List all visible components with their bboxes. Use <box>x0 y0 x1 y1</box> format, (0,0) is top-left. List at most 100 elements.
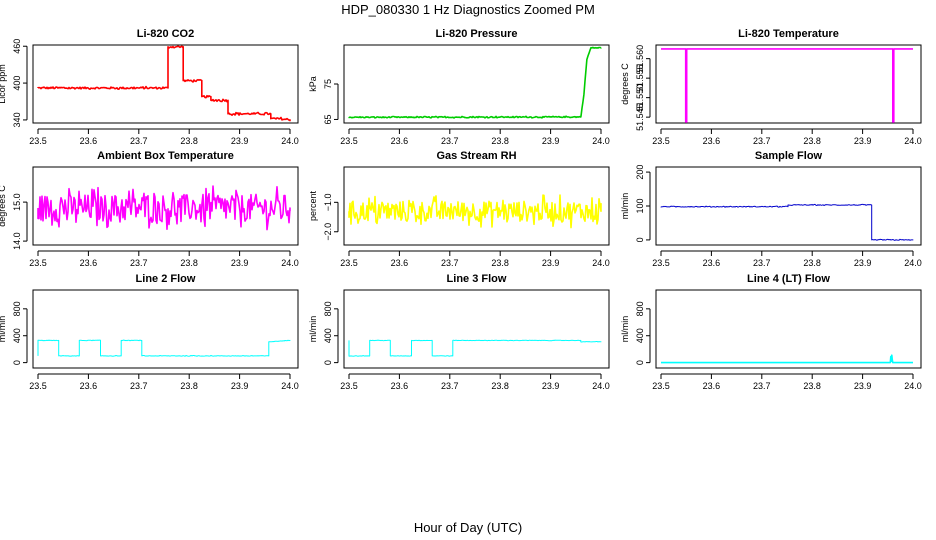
x-tick-label: 23.9 <box>542 136 560 146</box>
panel-title-6: Sample Flow <box>755 150 823 162</box>
x-tick-label: 23.9 <box>231 258 249 268</box>
x-tick-label: 23.8 <box>491 136 509 146</box>
x-tick-label: 23.7 <box>753 381 771 391</box>
x-tick-label: 23.9 <box>231 381 249 391</box>
panel-title-3: Li-820 Temperature <box>738 28 839 40</box>
chart-panel-2: Li-820 Pressure 23.5 23.6 23.7 23.8 23.9 24.0 6… <box>308 28 610 146</box>
panel-title-5: Gas Stream RH <box>436 150 516 162</box>
y-axis-label-6: ml/min <box>620 193 630 220</box>
x-tick-label: 24.0 <box>281 258 299 268</box>
x-tick-label: 23.9 <box>854 258 872 268</box>
x-tick-label: 23.8 <box>180 381 198 391</box>
panel-frame-5 <box>343 166 610 246</box>
figure-title: HDP_080330 1 Hz Diagnostics Zoomed PM <box>341 2 595 17</box>
x-tick-label: 23.7 <box>130 381 148 391</box>
y-tick-label: 400 <box>12 76 22 91</box>
y-tick-label: 51.545 <box>635 103 645 131</box>
series-line-5-1 <box>348 194 602 229</box>
x-tick-label: 23.6 <box>80 258 98 268</box>
y-tick-label: −1.0 <box>323 193 333 211</box>
series-line-6-1 <box>660 203 914 241</box>
y-tick-label: 51.560 <box>635 45 645 73</box>
x-tick-label: 23.6 <box>703 258 721 268</box>
x-tick-label: 23.6 <box>703 136 721 146</box>
y-tick-label: 0 <box>12 360 22 365</box>
y-tick-label: 15.0 <box>12 193 22 211</box>
x-tick-label: 24.0 <box>904 258 922 268</box>
series-line-7-1 <box>37 339 291 357</box>
x-tick-label: 23.7 <box>441 258 459 268</box>
x-tick-label: 23.9 <box>542 258 560 268</box>
series-line-4-1 <box>37 185 291 231</box>
chart-panel-8: Line 3 Flow 23.5 23.6 23.7 23.8 23.9 24.0 0 400 8… <box>308 273 610 391</box>
x-tick-label: 24.0 <box>904 381 922 391</box>
x-tick-label: 23.5 <box>652 258 670 268</box>
x-tick-label: 24.0 <box>592 381 610 391</box>
chart-panel-3: Li-820 Temperature 23.5 23.6 23.7 23.8 23.9 24… <box>620 28 922 146</box>
series-line-2-1 <box>348 46 602 119</box>
x-tick-label: 23.8 <box>491 258 509 268</box>
y-tick-label: 100 <box>635 198 645 213</box>
x-tick-label: 23.9 <box>231 136 249 146</box>
y-tick-label: 0 <box>323 360 333 365</box>
figure-xlabel: Hour of Day (UTC) <box>414 520 522 535</box>
y-tick-label: 51.555 <box>635 64 645 92</box>
x-tick-label: 23.5 <box>29 136 47 146</box>
x-tick-label: 23.8 <box>180 258 198 268</box>
chart-panel-5: Gas Stream RH 23.5 23.6 23.7 23.8 23.9 24.0 −2.… <box>308 150 610 268</box>
panel-title-7: Line 2 Flow <box>136 273 196 285</box>
x-tick-label: 23.6 <box>703 381 721 391</box>
x-tick-label: 23.7 <box>441 136 459 146</box>
x-tick-label: 23.5 <box>340 136 358 146</box>
y-axis-label-2: kPa <box>308 76 318 92</box>
series-line-1-1 <box>37 45 291 122</box>
x-tick-label: 23.5 <box>652 136 670 146</box>
chart-panel-6: Sample Flow 23.5 23.6 23.7 23.8 23.9 24.0 0 100 2… <box>620 150 922 268</box>
x-tick-label: 24.0 <box>281 136 299 146</box>
y-tick-label: 800 <box>635 301 645 316</box>
panel-title-9: Line 4 (LT) Flow <box>747 273 830 285</box>
panel-title-1: Li-820 CO2 <box>137 28 194 40</box>
y-axis-label-5: percent <box>308 190 318 221</box>
x-tick-label: 23.7 <box>441 381 459 391</box>
y-axis-label-8: ml/min <box>308 316 318 343</box>
panel-frame-8 <box>343 289 610 369</box>
panel-frame-1 <box>32 44 299 124</box>
y-tick-label: 14.0 <box>12 232 22 250</box>
x-tick-label: 23.7 <box>130 136 148 146</box>
y-tick-label: 0 <box>635 360 645 365</box>
x-tick-label: 23.6 <box>391 136 409 146</box>
x-tick-label: 23.6 <box>80 136 98 146</box>
y-tick-label: 800 <box>323 301 333 316</box>
x-tick-label: 23.6 <box>80 381 98 391</box>
x-tick-label: 23.9 <box>854 136 872 146</box>
y-axis-label-1: Licor ppm <box>0 64 7 104</box>
x-tick-label: 24.0 <box>592 258 610 268</box>
y-tick-label: 200 <box>635 165 645 180</box>
y-tick-label: 340 <box>12 112 22 127</box>
chart-panel-7: Line 2 Flow 23.5 23.6 23.7 23.8 23.9 24.0 0 400 8… <box>0 273 299 391</box>
y-tick-label: 800 <box>12 301 22 316</box>
series-line-8-1 <box>348 339 602 357</box>
y-tick-label: −2.0 <box>323 223 333 241</box>
y-tick-label: 51.550 <box>635 84 645 112</box>
x-tick-label: 24.0 <box>904 136 922 146</box>
x-tick-label: 24.0 <box>592 136 610 146</box>
x-tick-label: 23.8 <box>803 136 821 146</box>
panel-frame-7 <box>32 289 299 369</box>
panel-frame-6 <box>655 166 922 246</box>
x-tick-label: 23.9 <box>542 381 560 391</box>
series-line-3-1 <box>661 48 913 123</box>
y-tick-label: 460 <box>12 39 22 54</box>
x-tick-label: 23.5 <box>29 258 47 268</box>
x-tick-label: 23.5 <box>340 258 358 268</box>
panel-frame-4 <box>32 166 299 246</box>
y-tick-label: 0 <box>635 237 645 242</box>
x-tick-label: 23.6 <box>391 381 409 391</box>
chart-panel-4: Ambient Box Temperature 23.5 23.6 23.7 23.8 2… <box>0 150 299 268</box>
y-tick-label: 75 <box>323 79 333 89</box>
chart-panel-9: Line 4 (LT) Flow 23.5 23.6 23.7 23.8 23.9 24.0… <box>620 273 922 391</box>
x-tick-label: 23.7 <box>753 136 771 146</box>
